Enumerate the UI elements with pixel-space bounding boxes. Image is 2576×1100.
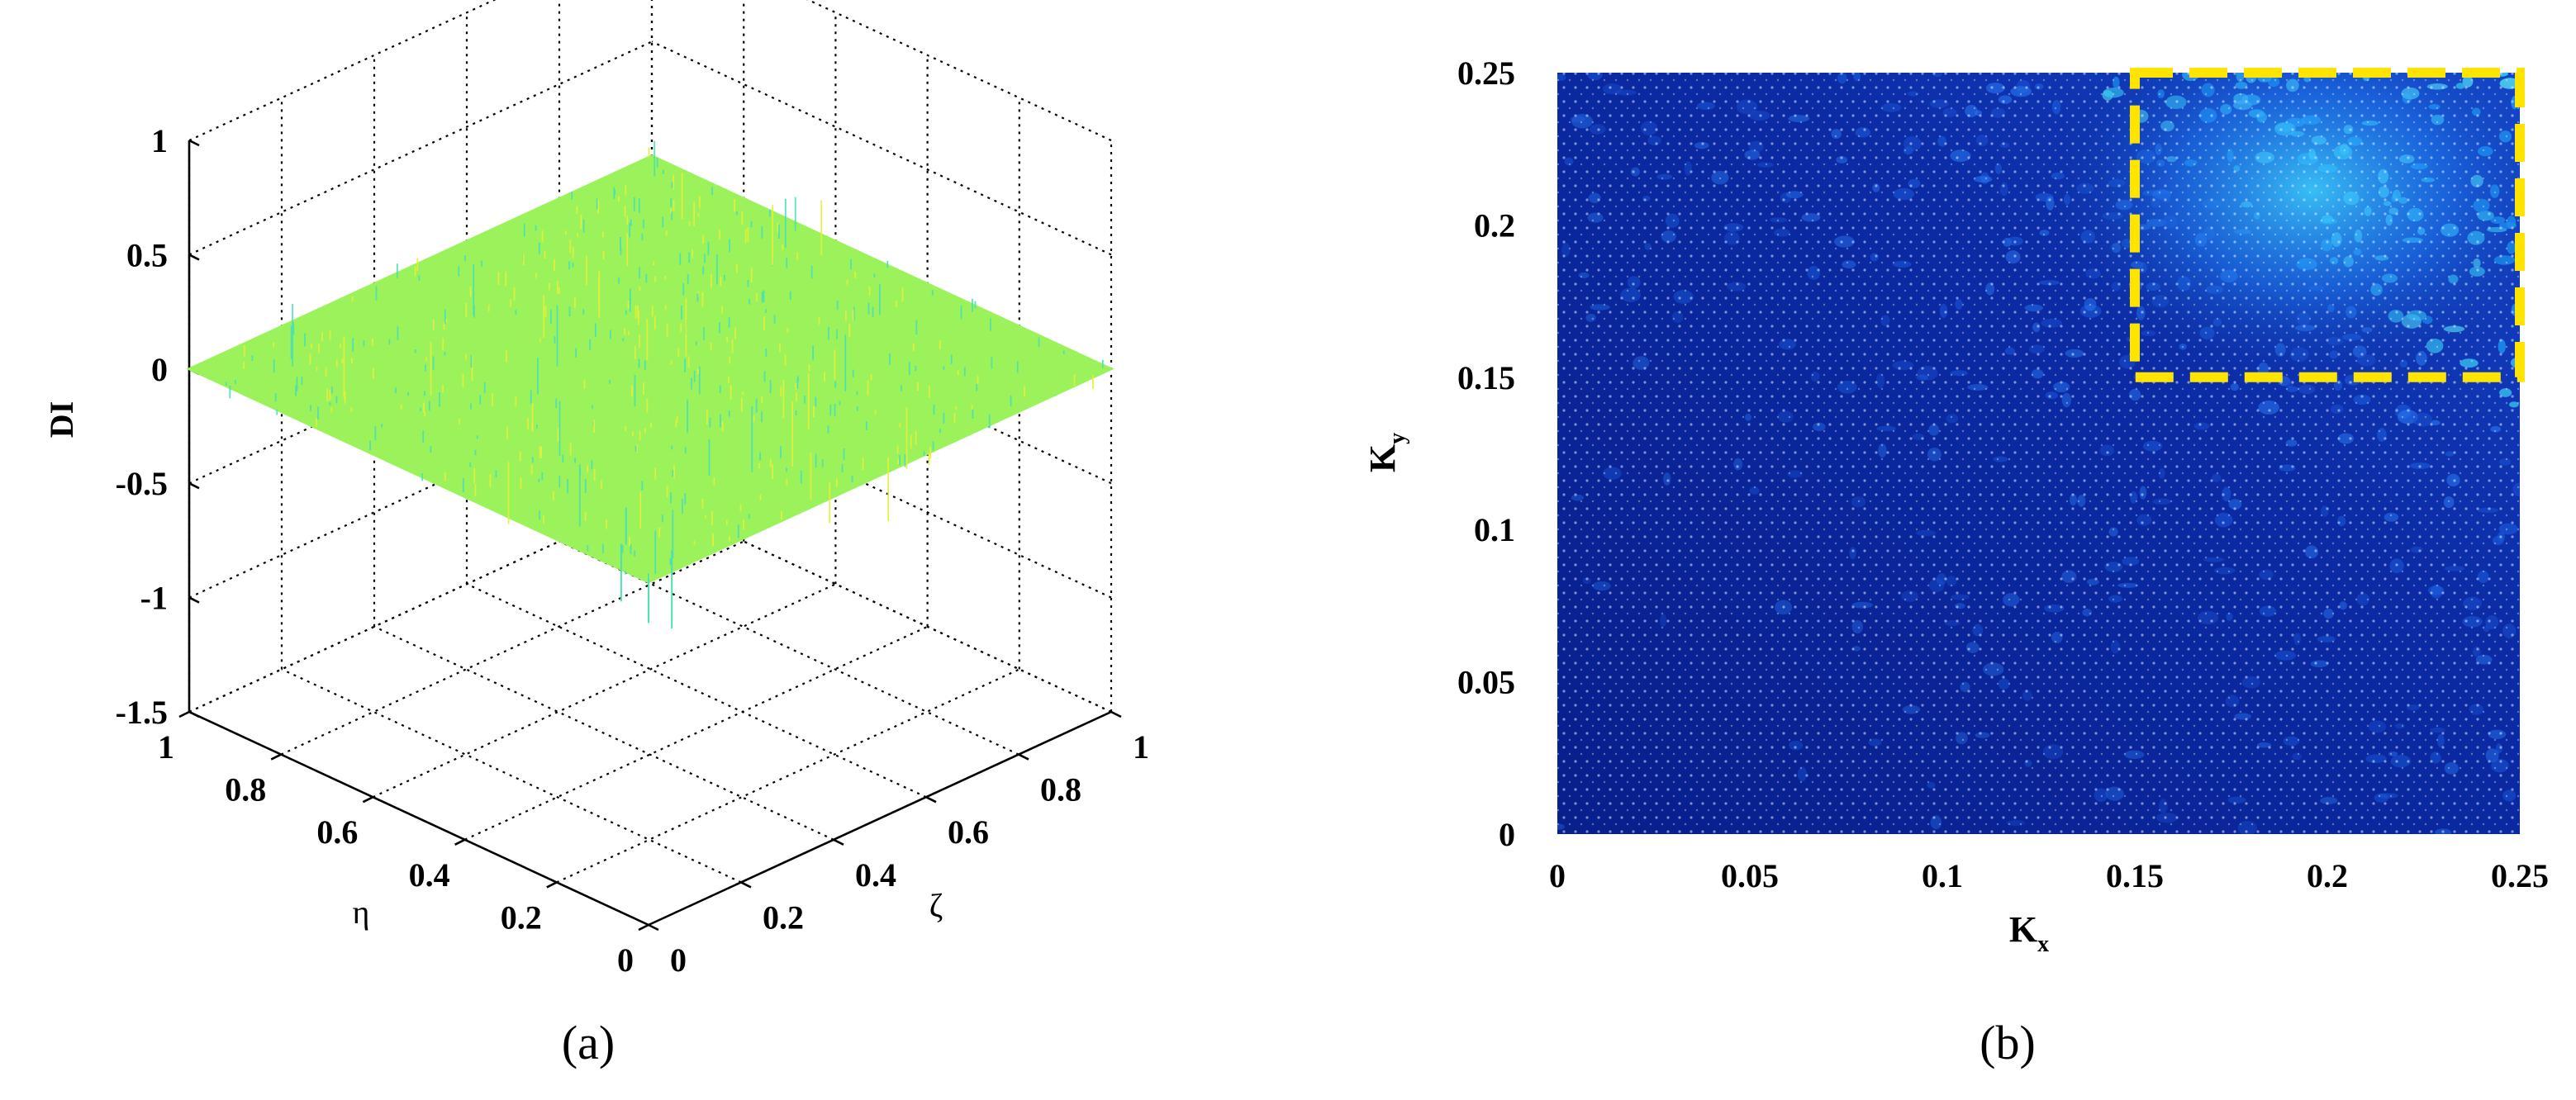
zeta-tick: [1018, 753, 1029, 761]
panel-a-z-axis-label: DI: [43, 401, 80, 438]
eta-tick: [546, 881, 558, 889]
eta-tick: [270, 753, 282, 761]
z-tick-label: 0.5: [126, 236, 168, 273]
z-tick: [188, 596, 200, 604]
eta-tick: [178, 710, 190, 718]
panel-b-heatmap: 0 0.05 0.1 0.15 0.2 0.25 0 0.05 0.1 0.15 0.2 0.25 K…: [1362, 55, 2549, 1069]
z-tick: [188, 139, 200, 147]
zeta-tick: [833, 838, 844, 846]
y-tick-label: 0.1: [1474, 511, 1515, 548]
z-tick-label: 0: [151, 351, 168, 388]
floor-gridline: [280, 540, 744, 756]
zeta-tick-label: 0.4: [855, 856, 896, 894]
zeta-tick: [1110, 710, 1122, 718]
zeta-tick: [925, 796, 937, 804]
wall-gridline: [651, 40, 1112, 256]
z-tick-label: -1: [140, 580, 168, 617]
zeta-tick: [740, 881, 752, 889]
floor-gridline: [464, 625, 929, 841]
wall-gridline: [651, 383, 1112, 599]
y-tick-label: 0.15: [1457, 359, 1515, 396]
zeta-tick: [648, 923, 659, 932]
y-tick-label: 0.25: [1457, 55, 1515, 92]
wall-gridline: [188, 40, 653, 256]
floor-gridline: [372, 583, 836, 799]
surface-plane: [186, 154, 1115, 584]
x-tick-label: 0.2: [2307, 857, 2348, 894]
x-tick-label: 0: [1549, 857, 1566, 894]
panel-b-tick-labels: 0 0.05 0.1 0.15 0.2 0.25 0 0.05 0.1 0.15 0.2 0.25: [1457, 55, 2549, 894]
eta-tick-label: 0: [617, 941, 634, 979]
x-tick-label: 0.15: [2106, 857, 2164, 894]
floor-gridline: [558, 540, 1019, 756]
eta-tick-label: 0.2: [501, 898, 542, 936]
z-tick-label: 1: [151, 122, 168, 159]
z-tick-label: -0.5: [116, 465, 168, 502]
wall-gridline: [188, 0, 497, 141]
zeta-tick-label: 0.2: [763, 898, 804, 936]
eta-tick-label: 1: [158, 728, 174, 766]
x-tick-label: 0.25: [2491, 857, 2549, 894]
y-tick-label: 0.05: [1457, 664, 1515, 701]
floor-gridline: [466, 583, 927, 799]
panel-b-x-axis-label-sub: x: [2037, 932, 2049, 957]
panel-a-eta-axis-label: η: [353, 894, 370, 931]
panel-b-y-axis-label-sub: y: [1385, 433, 1410, 444]
eta-tick: [362, 796, 373, 804]
eta-tick-label: 0.6: [316, 813, 358, 851]
eta-tick-label: 0.8: [225, 771, 266, 808]
y-tick-label: 0.2: [1474, 206, 1515, 244]
z-tick: [188, 710, 200, 718]
zeta-axis-line: [648, 710, 1112, 927]
floor-gridline: [373, 625, 834, 841]
zeta-tick-label: 1: [1133, 728, 1149, 766]
eta-axis-line: [188, 710, 649, 927]
floor-gridline: [556, 668, 1020, 884]
panel-b-y-axis-label-main: K: [1362, 444, 1403, 472]
panel-b-x-axis-label-main: K: [2009, 909, 2037, 950]
z-tick: [188, 482, 200, 490]
floor-gridline: [281, 668, 742, 884]
y-tick-label: 0: [1499, 816, 1515, 853]
panel-a-caption: (a): [562, 1016, 615, 1069]
panel-a-surface: [186, 140, 1115, 629]
highlight-box: [2130, 68, 2525, 382]
z-tick: [188, 254, 200, 261]
zeta-tick-label: 0: [670, 941, 687, 979]
eta-tick: [638, 923, 649, 932]
eta-tick-label: 0.4: [409, 856, 450, 894]
wall-gridline: [806, 0, 1112, 141]
panel-b-y-axis-label: Ky: [1362, 433, 1410, 472]
panel-a-zeta-axis-label: ζ: [929, 887, 943, 924]
eta-tick: [454, 838, 466, 846]
panel-b-caption: (b): [1980, 1016, 2036, 1069]
z-tick-label: -1.5: [116, 694, 168, 731]
heatmap-speckle: [1557, 73, 2520, 834]
panel-a-tick-labels: 10.50-0.5-1-1.510.80.60.40.20 00.20.40.60…: [116, 122, 1149, 979]
panel-b-x-axis-label: Kx: [2009, 909, 2049, 957]
x-tick-label: 0.1: [1922, 857, 1963, 894]
zeta-tick-label: 0.6: [948, 813, 989, 851]
panel-a-3d-surface: 10.50-0.5-1-1.510.80.60.40.20 00.20.40.60…: [43, 0, 1149, 1069]
x-tick-label: 0.05: [1721, 857, 1779, 894]
wall-gridline: [651, 498, 1112, 713]
zeta-tick-label: 0.8: [1040, 771, 1081, 808]
